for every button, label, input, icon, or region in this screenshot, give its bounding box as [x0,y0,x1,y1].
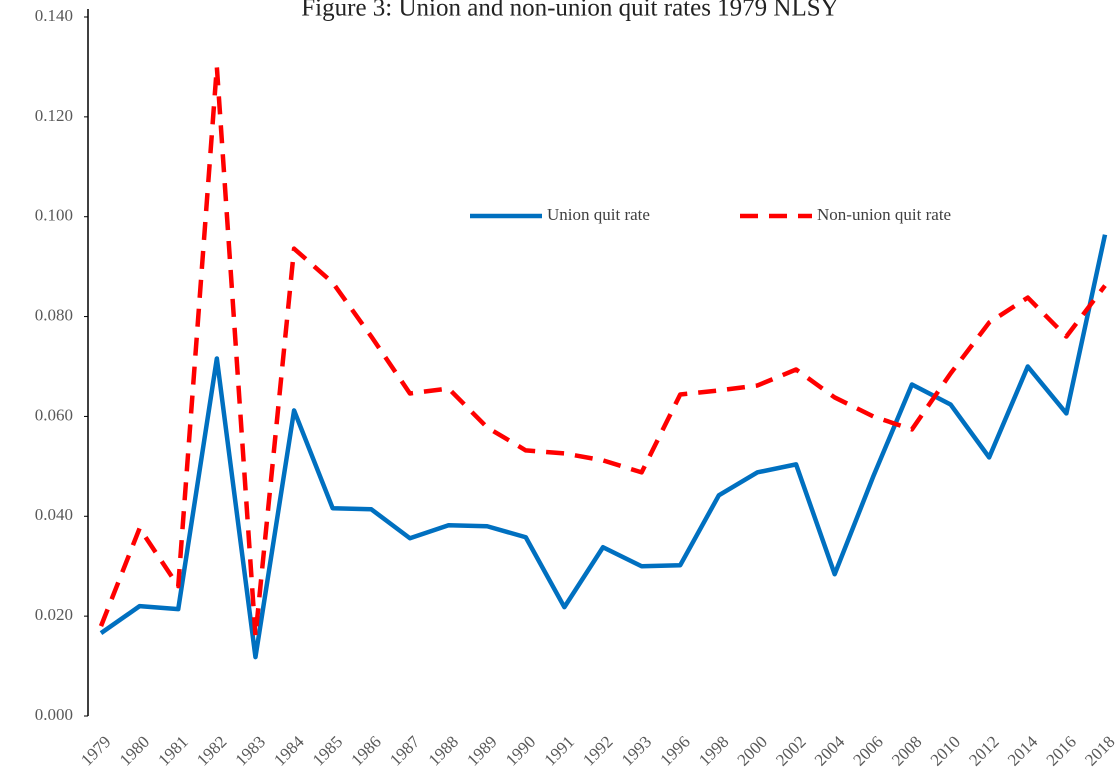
x-tick-label: 1987 [386,732,424,770]
x-tick-label: 2006 [849,732,886,769]
x-tick-label: 1984 [270,732,308,770]
x-tick-label: 1982 [193,732,230,769]
x-tick-label: 1991 [540,732,577,769]
x-tick-label: 2004 [811,732,849,770]
x-tick-label: 1998 [695,732,732,769]
x-tick-label: 1989 [463,732,500,769]
x-tick-label: 1981 [154,732,191,769]
y-tick-label: 0.080 [35,305,73,324]
legend-label: Non-union quit rate [817,205,951,224]
x-tick-label: 2016 [1042,732,1079,769]
y-tick-label: 0.040 [35,505,73,524]
x-tick-label: 1986 [347,732,384,769]
chart-title: Figure 3: Union and non-union quit rates… [301,0,838,22]
x-tick-label: 1992 [579,732,616,769]
legend-label: Union quit rate [547,205,650,224]
x-tick-label: 2000 [734,732,771,769]
y-tick-label: 0.000 [35,705,73,724]
y-tick-label: 0.120 [35,106,73,125]
x-tick-label: 2002 [772,732,809,769]
x-tick-label: 1996 [656,732,693,769]
series-line [98,64,1107,639]
x-tick-label: 2010 [927,732,964,769]
x-tick-label: 2012 [965,732,1002,769]
y-tick-label: 0.020 [35,605,73,624]
x-tick-label: 2014 [1004,732,1042,770]
y-tick-label: 0.060 [35,405,73,424]
x-tick-label: 1979 [77,732,114,769]
x-tick-label: 1985 [309,732,346,769]
x-tick-label: 1980 [116,732,153,769]
x-tick-label: 2008 [888,732,925,769]
y-tick-label: 0.100 [35,206,73,225]
x-tick-label: 1990 [502,732,539,769]
x-tick-label: 1983 [232,732,269,769]
x-tick-label: 1993 [618,732,655,769]
x-tick-label: 1988 [425,732,462,769]
series-line [99,234,1108,660]
y-tick-label: 0.140 [35,6,73,25]
x-tick-label: 2018 [1081,732,1115,769]
